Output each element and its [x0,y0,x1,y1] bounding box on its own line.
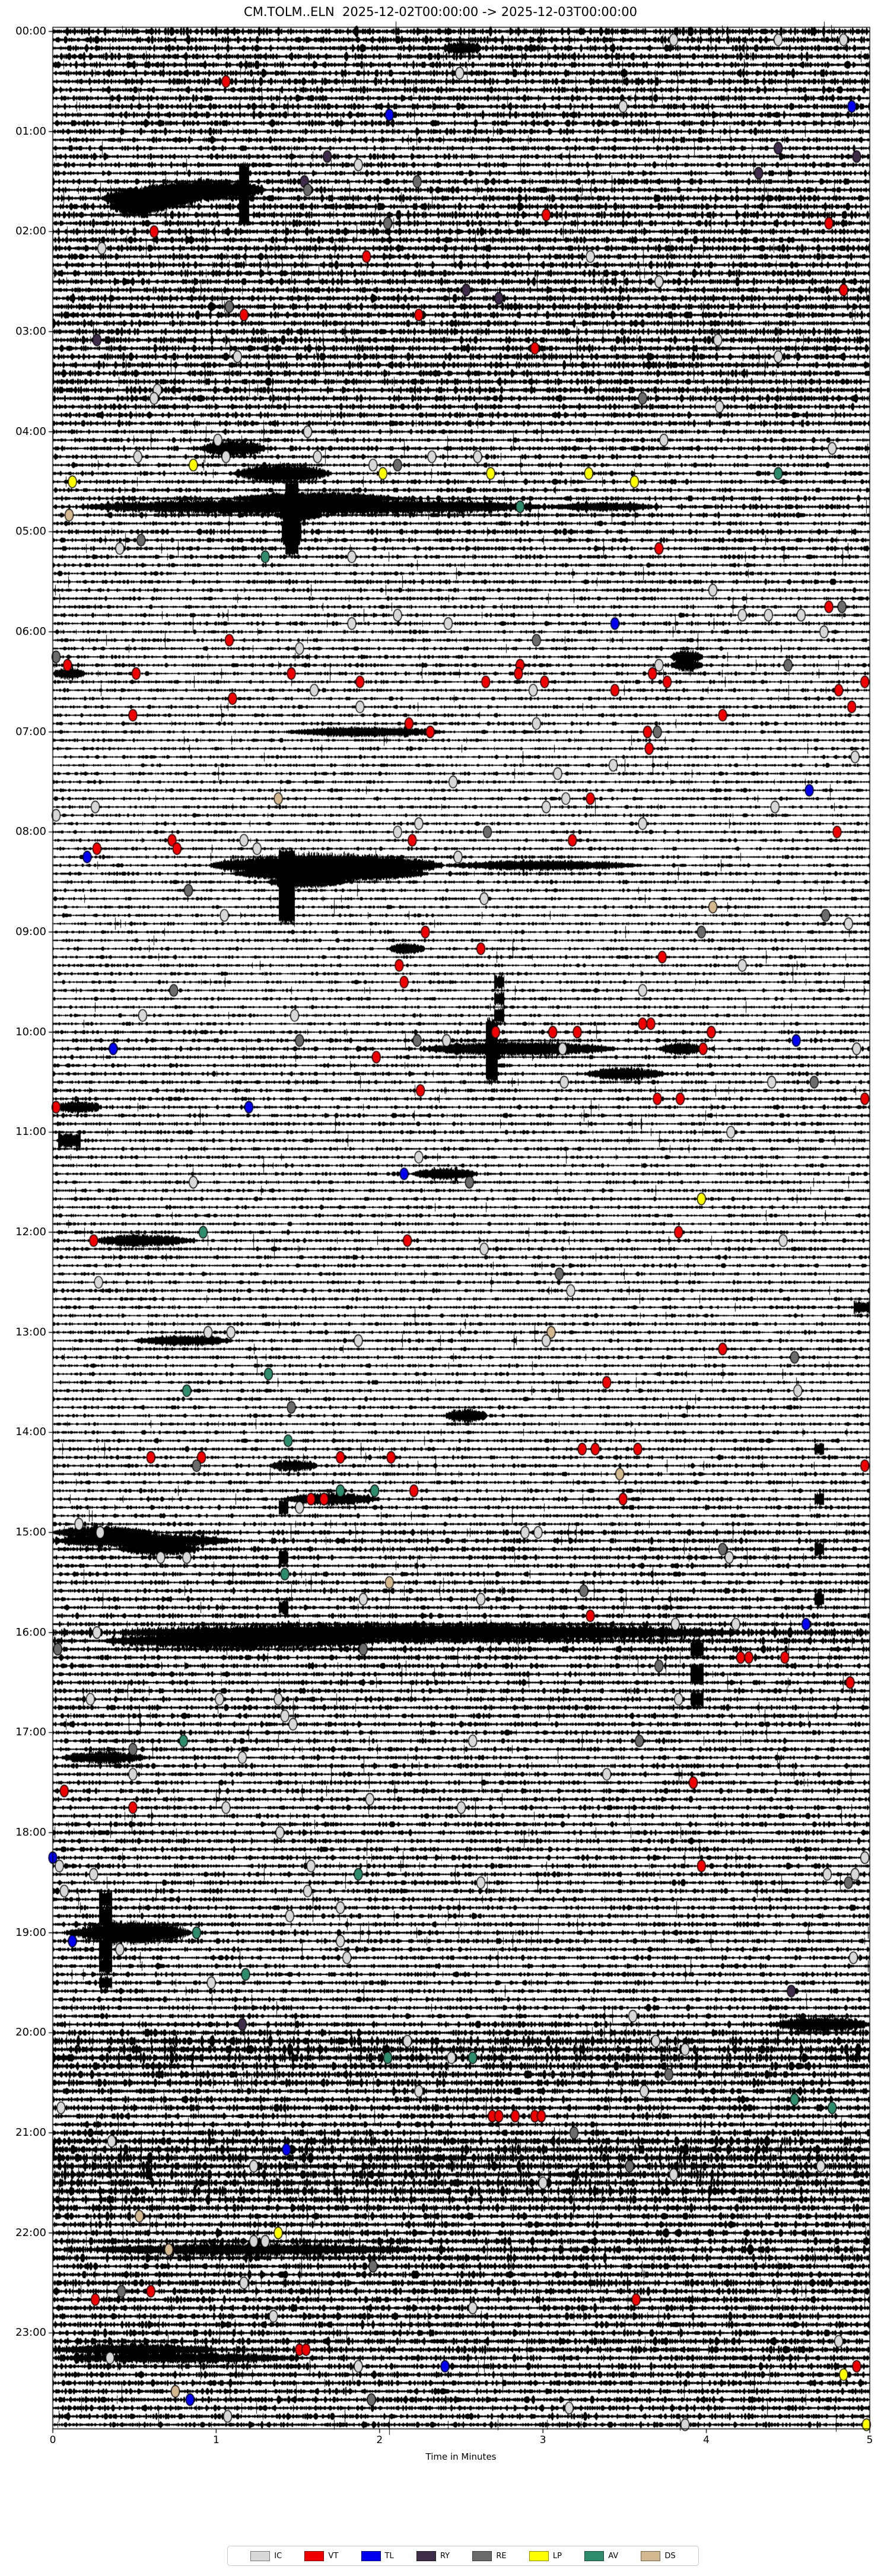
legend-label: AV [608,2551,619,2561]
legend-swatch-RE [472,2550,492,2561]
event-class-legend: IC VT TL RY RE LP AV DS [227,2546,699,2566]
page-title: CM.TOLM..ELN 2025-12-02T00:00:00 -> 2025… [244,5,637,19]
legend-label: RY [440,2551,450,2561]
x-tick-label: 1 [212,2434,220,2446]
hour-tick-label: 18:00 [15,1826,46,1839]
hour-tick-label: 08:00 [15,825,46,838]
hour-tick-label: 00:00 [15,25,46,38]
x-tick-label: 4 [703,2434,710,2446]
legend-swatch-AV [584,2550,605,2561]
hour-tick-label: 06:00 [15,625,46,638]
hour-tick-label: 05:00 [15,525,46,538]
legend-item-RE: RE [472,2550,507,2561]
hour-tick-label: 17:00 [15,1726,46,1739]
hour-tick-label: 12:00 [15,1226,46,1239]
legend-label: IC [274,2551,282,2561]
legend-item-IC: IC [250,2550,282,2561]
hour-tick-label: 10:00 [15,1025,46,1038]
legend-swatch-LP [529,2550,549,2561]
legend-swatch-RY [416,2550,436,2561]
hour-tick-label: 22:00 [15,2226,46,2239]
legend-label: RE [496,2551,507,2561]
x-tick-label: 3 [539,2434,546,2446]
hour-tick-label: 13:00 [15,1325,46,1338]
legend-item-DS: DS [641,2550,676,2561]
hour-tick-label: 16:00 [15,1626,46,1639]
legend-swatch-TL [361,2550,381,2561]
legend-item-LP: LP [529,2550,562,2561]
hour-tick-label: 14:00 [15,1426,46,1439]
hour-tick-label: 11:00 [15,1125,46,1138]
x-axis-label: Time in Minutes [425,2451,497,2462]
hour-tick-label: 01:00 [15,125,46,138]
hour-tick-label: 09:00 [15,926,46,939]
hour-tick-label: 03:00 [15,325,46,338]
legend-item-RY: RY [416,2550,450,2561]
legend-label: TL [384,2551,394,2561]
legend-label: DS [664,2551,676,2561]
hour-tick-label: 02:00 [15,225,46,238]
hour-tick-label: 07:00 [15,725,46,738]
hour-tick-label: 04:00 [15,425,46,438]
hour-tick-label: 15:00 [15,1526,46,1539]
legend-swatch-VT [304,2550,325,2561]
legend-swatch-IC [250,2550,271,2561]
legend-item-VT: VT [304,2550,339,2561]
x-tick-label: 0 [49,2434,56,2446]
hour-tick-label: 19:00 [15,1926,46,1939]
legend-item-AV: AV [584,2550,619,2561]
hour-tick-label: 23:00 [15,2326,46,2339]
hour-tick-label: 20:00 [15,2026,46,2039]
x-tick-label: 5 [866,2434,873,2446]
legend-label: LP [552,2551,562,2561]
x-tick-label: 2 [376,2434,383,2446]
legend-swatch-DS [641,2550,661,2561]
legend-item-TL: TL [361,2550,394,2561]
legend-label: VT [328,2551,339,2561]
hour-tick-label: 21:00 [15,2126,46,2139]
